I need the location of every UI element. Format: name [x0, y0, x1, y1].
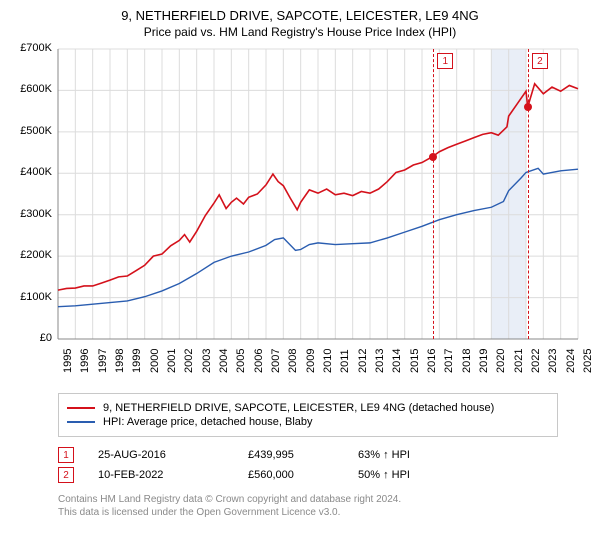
x-tick-label: 1995 [62, 349, 74, 373]
x-tick-label: 2013 [374, 349, 386, 373]
x-tick-label: 2018 [461, 349, 473, 373]
sale-price: £439,995 [248, 449, 358, 461]
x-tick-label: 2014 [391, 349, 403, 373]
y-tick-label: £300K [10, 208, 52, 220]
x-tick-label: 1997 [97, 349, 109, 373]
x-tick-label: 2020 [495, 349, 507, 373]
marker-flag: 1 [437, 53, 453, 69]
x-tick-label: 2007 [270, 349, 282, 373]
x-tick-label: 2001 [166, 349, 178, 373]
x-tick-label: 1996 [79, 349, 91, 373]
marker-flag: 2 [532, 53, 548, 69]
x-tick-label: 2025 [582, 349, 594, 373]
chart-title: 9, NETHERFIELD DRIVE, SAPCOTE, LEICESTER… [10, 8, 590, 23]
x-tick-label: 2019 [478, 349, 490, 373]
marker-line [528, 49, 529, 339]
attribution-line: This data is licensed under the Open Gov… [58, 506, 558, 519]
y-tick-label: £600K [10, 83, 52, 95]
sale-row: 1 25-AUG-2016£439,99563% ↑ HPI [58, 447, 558, 463]
x-tick-label: 2006 [253, 349, 265, 373]
legend-label: HPI: Average price, detached house, Blab… [103, 416, 313, 428]
sale-date: 10-FEB-2022 [98, 469, 248, 481]
legend-row: 9, NETHERFIELD DRIVE, SAPCOTE, LEICESTER… [67, 402, 549, 414]
x-tick-label: 2023 [547, 349, 559, 373]
x-tick-label: 2022 [530, 349, 542, 373]
marker-line [433, 49, 434, 339]
x-tick-label: 2017 [443, 349, 455, 373]
attribution: Contains HM Land Registry data © Crown c… [58, 493, 558, 519]
x-tick-label: 1998 [114, 349, 126, 373]
sale-date: 25-AUG-2016 [98, 449, 248, 461]
x-tick-label: 2009 [305, 349, 317, 373]
y-tick-label: £500K [10, 125, 52, 137]
sale-row: 2 10-FEB-2022£560,00050% ↑ HPI [58, 467, 558, 483]
y-tick-label: £400K [10, 166, 52, 178]
x-tick-label: 2003 [201, 349, 213, 373]
y-tick-label: £200K [10, 249, 52, 261]
chart-plot: £0 £100K £200K £300K £400K £500K £600K £700K 199… [10, 45, 590, 385]
sale-pct: 63% ↑ HPI [358, 449, 410, 461]
x-tick-label: 2016 [426, 349, 438, 373]
x-tick-label: 2024 [565, 349, 577, 373]
y-tick-label: £100K [10, 291, 52, 303]
attribution-line: Contains HM Land Registry data © Crown c… [58, 493, 558, 506]
legend: 9, NETHERFIELD DRIVE, SAPCOTE, LEICESTER… [58, 393, 558, 437]
chart-subtitle: Price paid vs. HM Land Registry's House … [10, 25, 590, 39]
marker-dot [429, 153, 437, 161]
sale-pct: 50% ↑ HPI [358, 469, 410, 481]
x-tick-label: 2011 [339, 349, 351, 373]
chart-container: 9, NETHERFIELD DRIVE, SAPCOTE, LEICESTER… [0, 0, 600, 529]
x-tick-label: 2012 [357, 349, 369, 373]
x-tick-label: 2015 [409, 349, 421, 373]
sales-table: 1 25-AUG-2016£439,99563% ↑ HPI 2 10-FEB-202… [58, 447, 558, 483]
sale-price: £560,000 [248, 469, 358, 481]
legend-label: 9, NETHERFIELD DRIVE, SAPCOTE, LEICESTER… [103, 402, 494, 414]
sale-badge: 1 [58, 447, 74, 463]
x-tick-label: 2005 [235, 349, 247, 373]
chart-svg [10, 45, 590, 341]
sale-badge: 2 [58, 467, 74, 483]
y-tick-label: £0 [10, 332, 52, 344]
legend-row: HPI: Average price, detached house, Blab… [67, 416, 549, 428]
x-tick-label: 2021 [513, 349, 525, 373]
legend-swatch [67, 421, 95, 423]
x-tick-label: 1999 [131, 349, 143, 373]
x-tick-label: 2008 [287, 349, 299, 373]
x-tick-label: 2000 [149, 349, 161, 373]
y-tick-label: £700K [10, 42, 52, 54]
legend-swatch [67, 407, 95, 409]
marker-dot [524, 103, 532, 111]
x-tick-label: 2002 [183, 349, 195, 373]
x-tick-label: 2010 [322, 349, 334, 373]
x-tick-label: 2004 [218, 349, 230, 373]
